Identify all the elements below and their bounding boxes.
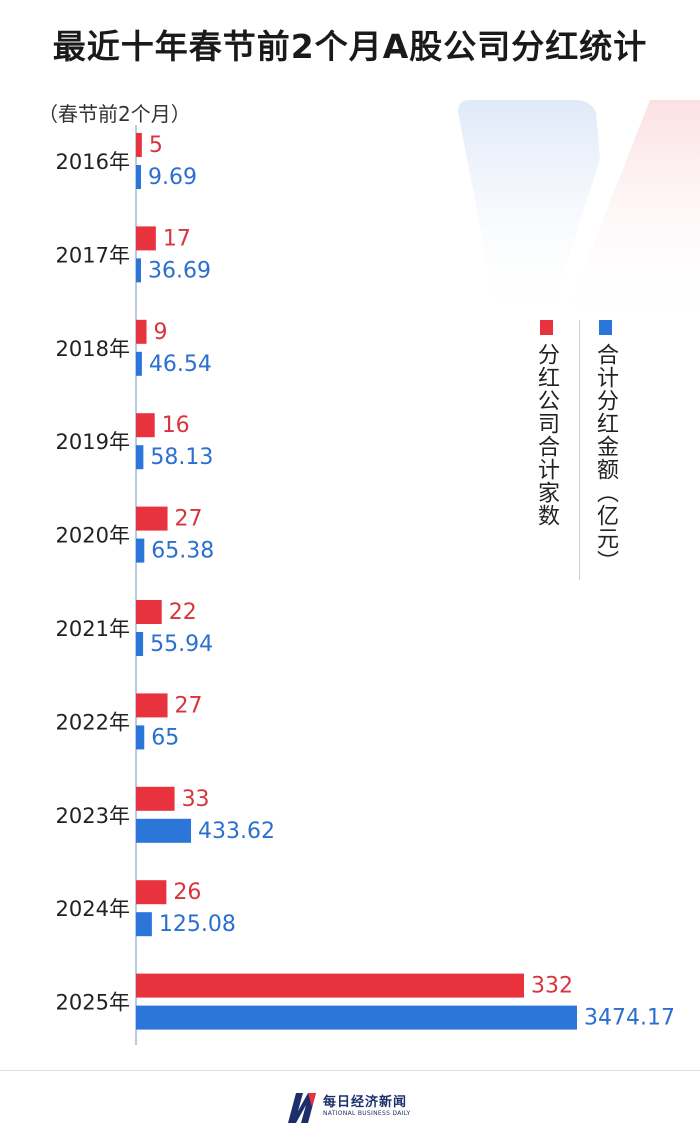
amount-bar [136,632,144,656]
count-bar [136,600,162,624]
count-value-label: 332 [531,974,573,999]
amount-bar [136,258,141,283]
count-value-label: 27 [175,507,203,532]
amount-bar [136,351,142,376]
legend-label-count: 分红公司合计家数 [534,343,559,527]
footer-divider [0,1070,700,1071]
logo-text: 每日经济新闻 [323,1095,408,1110]
bar-chart: 2016年 5 9.69 2017年 17 36.69 2018年 9 46.54 2019年 16… [56,125,675,1045]
category-label: 2020年 [56,524,130,548]
count-bar [136,693,168,718]
legend-item-amount: 合计分红金额（亿元） [592,320,618,573]
amount-value-label: 433.62 [198,819,275,844]
legend-swatch-amount [598,320,612,335]
count-bar [136,226,156,251]
count-value-label: 33 [182,787,210,812]
unit-note: （春节前2个月） [38,102,191,126]
newspaper-logo-icon [288,1093,316,1123]
amount-bar [136,165,141,189]
category-label: 2022年 [56,710,130,734]
amount-bar [136,725,145,750]
count-value-label: 16 [162,413,190,438]
count-value-label: 27 [175,693,203,718]
count-value-label: 9 [154,320,168,345]
category-label: 2018年 [56,337,130,361]
count-bar [136,786,175,811]
amount-bar [136,445,144,470]
amount-value-label: 125.08 [159,912,236,937]
category-label: 2021年 [56,617,130,641]
amount-value-label: 55.94 [150,632,213,657]
category-label: 2016年 [56,150,130,174]
count-bar [136,973,524,998]
amount-bar [136,538,145,563]
count-value-label: 22 [169,600,197,625]
amount-bar [136,818,192,843]
count-bar [136,413,155,438]
count-value-label: 17 [163,226,191,251]
count-value-label: 26 [173,880,201,905]
logo-subtext: NATIONAL BUSINESS DAILY [323,1110,411,1117]
amount-value-label: 3474.17 [584,1006,675,1031]
legend-item-count: 分红公司合计家数 [533,320,559,527]
amount-bar [136,912,152,937]
count-bar [136,133,142,157]
category-label: 2017年 [56,243,130,267]
count-bar [136,880,167,905]
category-label: 2023年 [56,804,130,828]
amount-value-label: 46.54 [149,352,212,377]
amount-value-label: 65 [151,725,179,750]
amount-value-label: 58.13 [150,445,213,470]
amount-value-label: 36.69 [148,258,211,283]
amount-value-label: 65.38 [151,539,214,564]
category-label: 2024年 [56,897,130,921]
chart-title: 最近十年春节前2个月A股公司分红统计 [52,27,648,66]
footer: 每日经济新闻 NATIONAL BUSINESS DAILY [0,1078,700,1142]
legend-divider [579,320,580,580]
category-label: 2019年 [56,430,130,454]
count-value-label: 5 [149,133,163,158]
legend-swatch-count [539,320,553,335]
amount-bar [136,1005,577,1030]
legend-label-amount: 合计分红金额（亿元） [593,343,618,573]
count-bar [136,319,147,344]
count-bar [136,506,168,531]
category-label: 2025年 [56,991,130,1015]
amount-value-label: 9.69 [148,165,197,190]
